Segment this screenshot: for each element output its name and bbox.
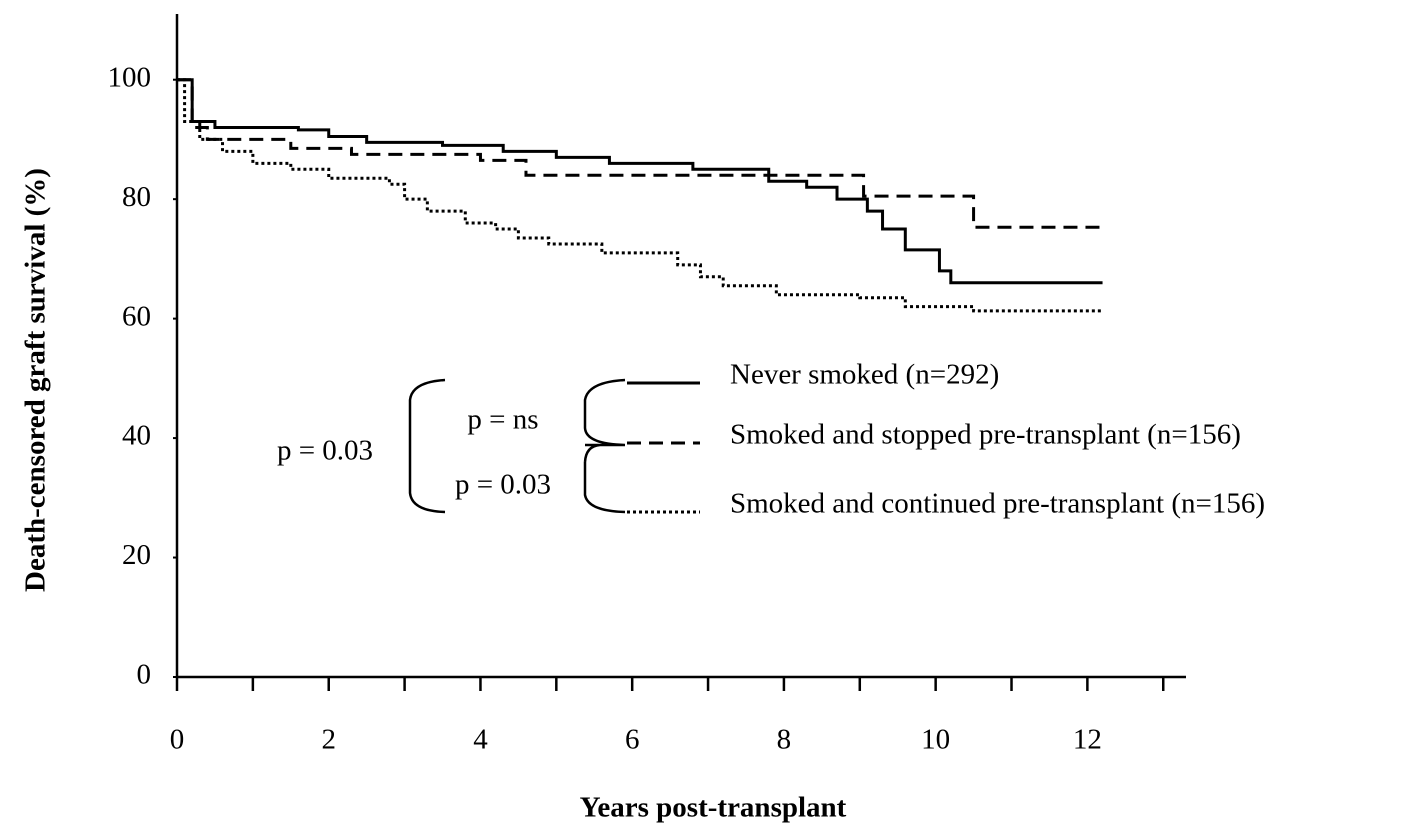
- y-tick-label: 60: [122, 300, 151, 332]
- survival-curve: [177, 78, 1103, 313]
- y-tick-label: 40: [122, 420, 151, 452]
- x-tick-label: 10: [921, 724, 950, 756]
- x-tick-label: 12: [1073, 724, 1102, 756]
- legend-label: Smoked and continued pre-transplant (n=1…: [730, 488, 1265, 520]
- x-tick-label: 6: [625, 724, 640, 756]
- bracket: [408, 378, 446, 514]
- annotation: p = 0.03: [455, 469, 551, 501]
- y-tick-label: 0: [137, 659, 152, 691]
- x-axis-label: Years post-transplant: [580, 792, 847, 824]
- annotation: p = 0.03: [277, 435, 373, 467]
- legend-label: Smoked and stopped pre-transplant (n=156…: [730, 419, 1241, 451]
- x-tick-label: 4: [473, 724, 488, 756]
- y-tick-label: 80: [122, 181, 151, 213]
- x-tick-label: 2: [321, 724, 336, 756]
- x-tick-label: 0: [170, 724, 185, 756]
- x-tick-label: 8: [777, 724, 792, 756]
- legend-label: Never smoked (n=292): [730, 359, 999, 391]
- bracket: [583, 378, 626, 514]
- y-tick-label: 100: [108, 61, 152, 93]
- survival-curve: [177, 78, 1103, 285]
- y-tick-label: 20: [122, 539, 151, 571]
- survival-curve: [177, 78, 1103, 229]
- annotation: p = ns: [467, 404, 538, 436]
- y-axis-label: Death-censored graft survival (%): [20, 168, 52, 592]
